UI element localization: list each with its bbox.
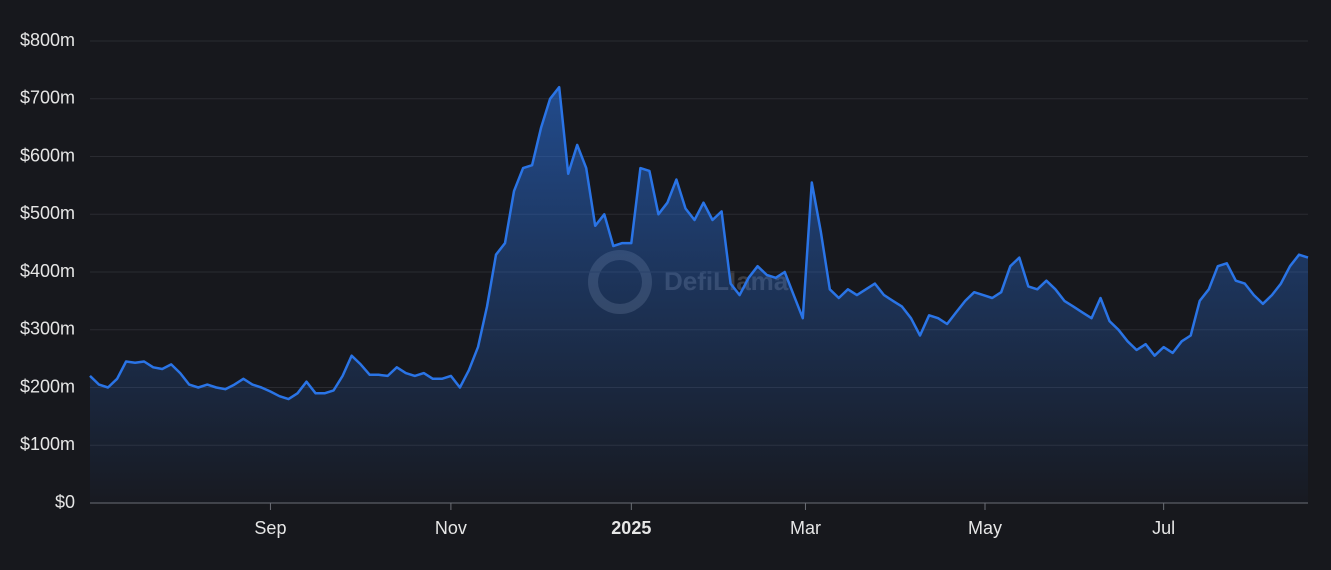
y-tick-label: $0: [55, 492, 75, 512]
y-tick-label: $200m: [20, 376, 75, 396]
x-tick-label: Nov: [435, 518, 467, 538]
area-fill: [90, 87, 1308, 503]
x-tick-label: May: [968, 518, 1002, 538]
y-tick-label: $800m: [20, 30, 75, 50]
y-tick-label: $500m: [20, 203, 75, 223]
y-tick-label: $300m: [20, 319, 75, 339]
x-tick-label: 2025: [611, 518, 651, 538]
line: [89, 85, 1309, 401]
y-tick-label: $400m: [20, 261, 75, 281]
x-tick-label: Mar: [790, 518, 821, 538]
y-tick-label: $100m: [20, 434, 75, 454]
x-tick-label: Jul: [1152, 518, 1175, 538]
y-tick-label: $700m: [20, 88, 75, 108]
y-tick-label: $600m: [20, 145, 75, 165]
x-tick-label: Sep: [254, 518, 286, 538]
